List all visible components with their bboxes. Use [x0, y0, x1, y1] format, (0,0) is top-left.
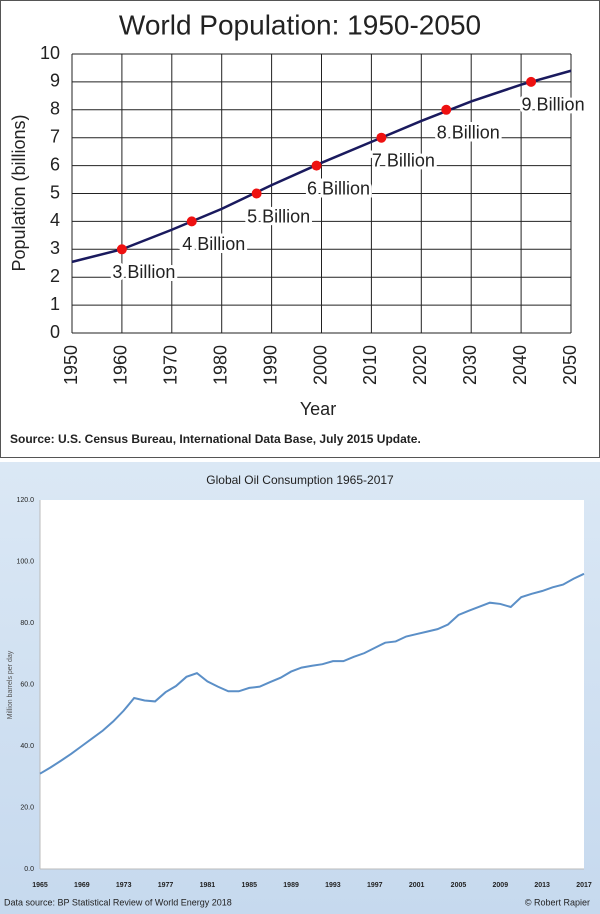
x-tick-label: 2001 [409, 882, 425, 889]
x-tick-label: 1980 [210, 345, 230, 385]
y-tick-label: 6 [50, 154, 60, 174]
x-tick-label: 1981 [200, 882, 216, 889]
x-tick-label: 1993 [325, 882, 341, 889]
y-tick-label: 8 [50, 99, 60, 119]
y-tick-label: 20.0 [20, 804, 34, 811]
x-tick-label: 1950 [61, 345, 81, 385]
x-tick-label: 1985 [241, 882, 257, 889]
milestone-point [376, 132, 387, 143]
y-tick-label: 10 [40, 43, 60, 63]
y-tick-label: 0 [50, 322, 60, 342]
y-axis-label: Population (billions) [9, 114, 29, 271]
y-tick-label: 60.0 [20, 681, 34, 688]
x-tick-label: 1960 [111, 345, 131, 385]
milestone-point [116, 244, 127, 255]
x-tick-label: 2030 [460, 345, 480, 385]
y-tick-label: 1 [50, 294, 60, 314]
y-axis-label: Million barrels per day [7, 650, 14, 719]
x-tick-label: 1973 [116, 882, 132, 889]
milestone-point [186, 216, 197, 227]
x-tick-label: 2009 [493, 882, 509, 889]
y-tick-label: 40.0 [20, 743, 34, 750]
y-tick-label: 80.0 [20, 620, 34, 627]
milestone-point [441, 104, 452, 115]
x-tick-label: 2005 [451, 882, 467, 889]
y-tick-label: 7 [50, 126, 60, 146]
y-tick-label: 120.0 [16, 497, 34, 504]
y-tick-label: 9 [50, 71, 60, 91]
plot-area-2 [40, 500, 584, 869]
source: Data source: BP Statistical Review of Wo… [4, 897, 232, 907]
data-label: 9 Billion [522, 95, 585, 115]
chart-title: World Population: 1950-2050 [119, 9, 481, 40]
x-tick-label: 1997 [367, 882, 383, 889]
y-tick-label: 2 [50, 266, 60, 286]
y-tick-label: 100.0 [16, 558, 34, 565]
data-label: 3 Billion [112, 262, 175, 282]
x-tick-label: 1990 [260, 345, 280, 385]
x-tick-label: 1965 [32, 882, 48, 889]
x-tick-label: 1977 [158, 882, 174, 889]
source: Source: U.S. Census Bureau, Internationa… [10, 432, 421, 446]
y-tick-label: 5 [50, 182, 60, 202]
data-label: 4 Billion [182, 234, 245, 254]
x-tick-label: 1989 [283, 882, 299, 889]
credit: © Robert Rapier [525, 897, 590, 907]
x-tick-label: 2013 [534, 882, 550, 889]
chart-title: Global Oil Consumption 1965-2017 [206, 473, 394, 487]
y-tick-label: 0.0 [24, 866, 34, 873]
x-axis-label: Year [300, 399, 336, 419]
data-label: 8 Billion [437, 123, 500, 143]
x-tick-label: 2017 [576, 882, 592, 889]
data-line [71, 69, 572, 264]
milestone-point [251, 188, 262, 199]
milestone-point [526, 76, 537, 87]
y-tick-label: 4 [50, 210, 60, 230]
data-label: 6 Billion [307, 178, 370, 198]
x-tick-label: 2050 [560, 345, 580, 385]
milestone-point [311, 160, 322, 171]
x-tick-label: 1970 [161, 345, 181, 385]
x-tick-label: 2000 [310, 345, 330, 385]
data-label: 5 Billion [247, 206, 310, 226]
data-line [39, 572, 585, 775]
x-tick-label: 2020 [410, 345, 430, 385]
x-tick-label: 2040 [510, 345, 530, 385]
x-tick-label: 2010 [360, 345, 380, 385]
y-tick-label: 3 [50, 238, 60, 258]
data-label: 7 Billion [372, 150, 435, 170]
panel-1 [0, 0, 600, 458]
x-tick-label: 1969 [74, 882, 90, 889]
